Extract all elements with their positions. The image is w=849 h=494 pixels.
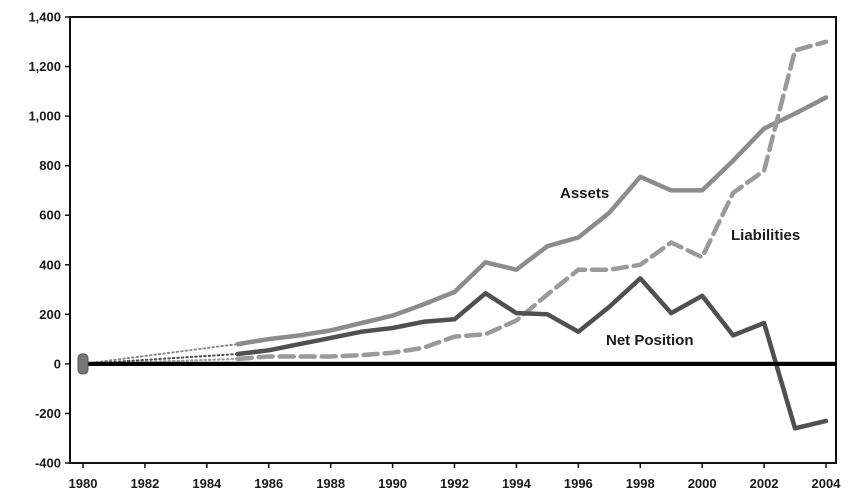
series-net-position — [82, 276, 829, 431]
series-assets — [82, 95, 829, 365]
series-dotted-segment — [82, 357, 239, 365]
x-tick-label: 2000 — [688, 476, 717, 491]
y-tick-label: 1,400 — [28, 10, 61, 25]
y-tick-label: 800 — [39, 158, 61, 173]
x-tick-label: 1988 — [316, 476, 345, 491]
x-tick-label: 1996 — [564, 476, 593, 491]
y-tick-label: 1,000 — [28, 109, 61, 124]
x-tick-label: 1980 — [69, 476, 98, 491]
series-line — [235, 95, 829, 347]
chart-axes: -400 -200 0 200 400 600 800 1,000 1,200 1,400 1980… — [28, 10, 841, 492]
label-liabilities: Liabilities — [731, 227, 800, 244]
y-tick-label: 600 — [39, 208, 61, 223]
series-layer — [82, 39, 829, 431]
series-liabilities — [82, 39, 829, 365]
x-tick-label: 1992 — [440, 476, 469, 491]
y-tick-label: -400 — [35, 456, 61, 471]
x-tick-label: 1994 — [502, 476, 532, 491]
series-line — [235, 276, 829, 431]
x-tick-label: 1990 — [378, 476, 407, 491]
series-dotted-segment — [82, 343, 239, 365]
y-tick-label: 200 — [39, 307, 61, 322]
annotations-layer: Assets Liabilities Net Position — [560, 185, 800, 349]
x-tick-label: 1984 — [192, 476, 222, 491]
label-assets: Assets — [560, 185, 609, 202]
x-tick-label: 1982 — [130, 476, 159, 491]
x-tick-label: 2004 — [812, 476, 842, 491]
series-dotted-segment — [82, 352, 239, 365]
plot-frame — [69, 16, 837, 464]
origin-marker — [77, 353, 89, 375]
x-tick-label: 1998 — [626, 476, 655, 491]
label-net-position: Net Position — [606, 332, 694, 349]
y-tick-label: 0 — [54, 356, 61, 371]
series-line — [235, 39, 829, 362]
y-tick-label: -200 — [35, 406, 61, 421]
x-tick-label: 2002 — [750, 476, 779, 491]
y-tick-label: 400 — [39, 257, 61, 272]
y-tick-label: 1,200 — [28, 59, 61, 74]
x-tick-label: 1986 — [254, 476, 283, 491]
